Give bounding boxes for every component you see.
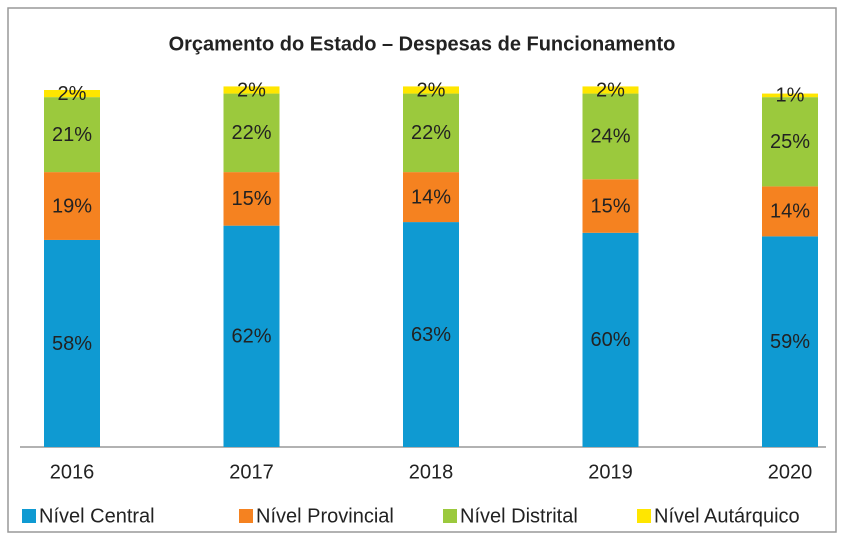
bar-segment: [403, 93, 459, 173]
data-label: 25%: [770, 131, 810, 153]
x-tick-label: 2019: [588, 461, 633, 483]
x-tick-label: 2020: [768, 461, 813, 483]
chart-title: Orçamento do Estado – Despesas de Funcio…: [169, 33, 676, 55]
bar-segment: [223, 93, 280, 173]
x-tick-label: 2016: [50, 461, 95, 483]
legend-label: Nível Provincial: [256, 505, 394, 527]
bar-segment: [762, 97, 818, 187]
data-label: 24%: [590, 126, 630, 148]
bar-segment: [223, 172, 280, 226]
data-label: 14%: [770, 201, 810, 223]
bar-segment: [582, 232, 639, 447]
data-label: 14%: [411, 186, 451, 208]
data-label: 21%: [52, 124, 92, 146]
legend-swatch: [239, 509, 253, 523]
data-label: 2%: [417, 79, 446, 101]
bar-segment: [44, 90, 100, 98]
bar-segment: [44, 172, 100, 240]
bar-segment: [44, 97, 100, 173]
bar-segment: [403, 222, 459, 447]
bar-segment: [403, 86, 459, 94]
legend-label: Nível Central: [39, 505, 155, 527]
data-label: 2%: [58, 83, 87, 105]
legend-label: Nível Autárquico: [654, 505, 800, 527]
data-label: 59%: [770, 331, 810, 353]
bar-segment: [403, 172, 459, 223]
legend-swatch: [637, 509, 651, 523]
legend-swatch: [22, 509, 36, 523]
bar-segment: [223, 86, 280, 94]
bar-segment: [762, 93, 818, 98]
x-tick-label: 2018: [409, 461, 454, 483]
bar-segment: [762, 236, 818, 447]
data-label: 62%: [231, 326, 271, 348]
data-label: 2%: [237, 79, 266, 101]
data-label: 60%: [590, 329, 630, 351]
data-label: 63%: [411, 324, 451, 346]
bar-segment: [762, 186, 818, 237]
data-label: 22%: [231, 122, 271, 144]
bar-segment: [582, 93, 639, 180]
bar-segment: [582, 179, 639, 233]
data-label: 22%: [411, 122, 451, 144]
bar-segment: [582, 86, 639, 94]
bar-segment: [44, 239, 100, 447]
data-label: 1%: [776, 85, 805, 107]
data-label: 58%: [52, 333, 92, 355]
data-label: 19%: [52, 195, 92, 217]
data-label: 2%: [596, 79, 625, 101]
data-label: 15%: [231, 188, 271, 210]
bar-segment: [223, 225, 280, 447]
x-tick-label: 2017: [229, 461, 274, 483]
data-label: 15%: [590, 195, 630, 217]
legend-swatch: [443, 509, 457, 523]
legend-label: Nível Distrital: [460, 505, 578, 527]
